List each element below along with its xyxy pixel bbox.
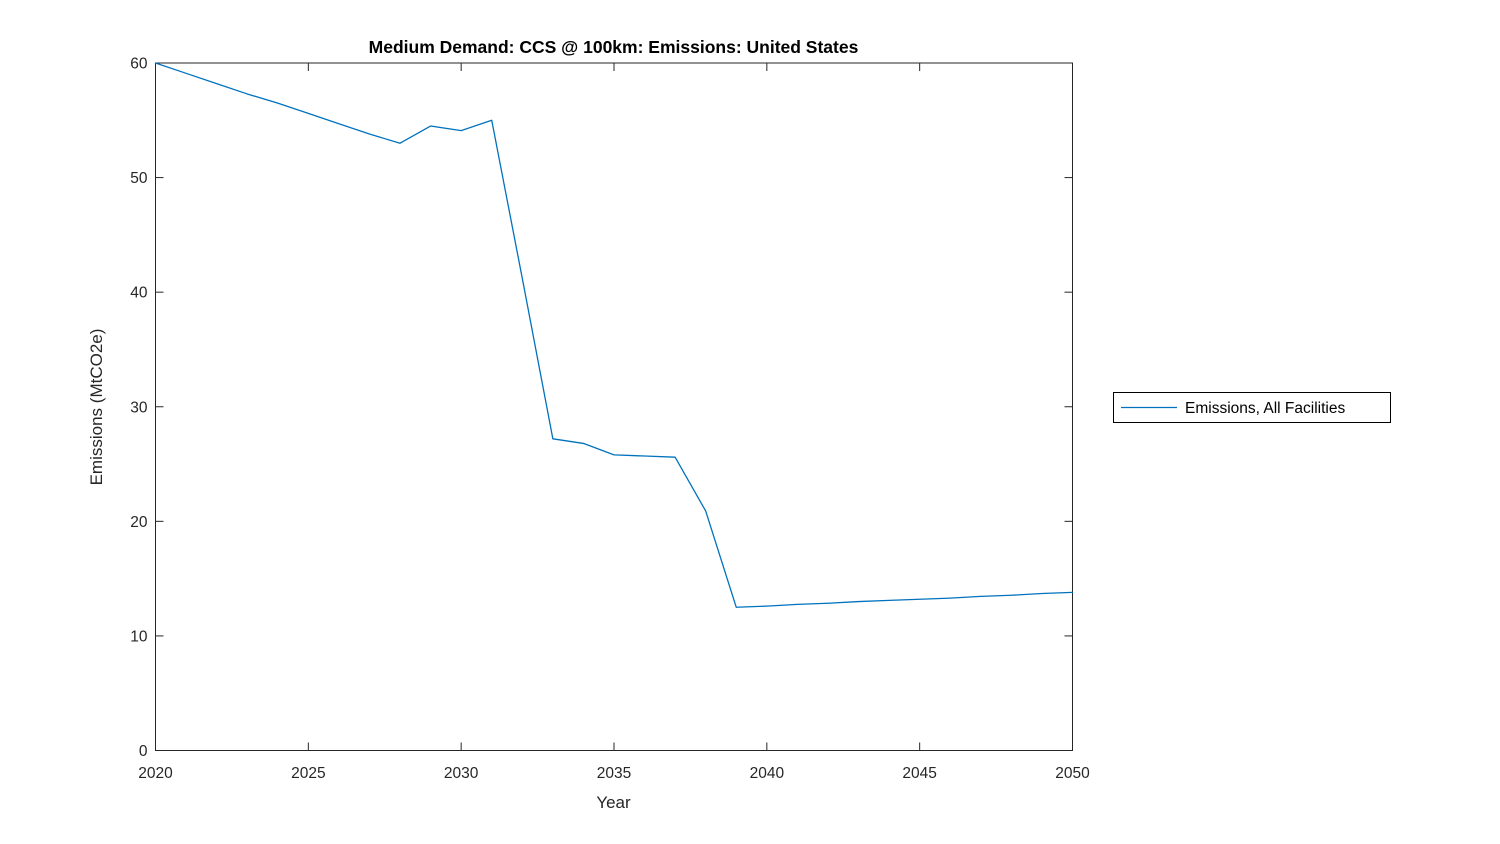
x-axis-label: Year (596, 793, 631, 812)
y-axis-label: Emissions (MtCO2e) (87, 329, 106, 486)
x-tick-label: 2025 (291, 765, 325, 782)
x-tick-label: 2045 (902, 765, 936, 782)
y-tick-label: 60 (130, 56, 148, 73)
y-tick-label: 20 (130, 514, 148, 531)
y-tick-label: 50 (130, 170, 148, 187)
axis-tick-labels: 2020 2025 2030 2035 2040 2045 2050010203040506… (130, 56, 1090, 783)
x-tick-label: 2050 (1055, 765, 1090, 782)
emissions-line (154, 62, 1074, 608)
y-tick-label: 10 (130, 628, 148, 645)
y-tick-label: 40 (130, 285, 148, 302)
y-tick-label: 0 (139, 743, 148, 760)
plot-border (155, 62, 1073, 751)
legend: Emissions, All Facilities (1113, 392, 1391, 423)
y-tick-label: 30 (130, 399, 148, 416)
axis-ticks (155, 62, 1073, 751)
x-tick-label: 2030 (444, 765, 479, 782)
x-tick-label: 2020 (138, 765, 173, 782)
x-tick-label: 2035 (597, 765, 631, 782)
legend-label: Emissions, All Facilities (1185, 400, 1345, 417)
chart-title: Medium Demand: CCS @ 100km: Emissions: U… (369, 37, 859, 57)
x-tick-label: 2040 (750, 765, 785, 782)
